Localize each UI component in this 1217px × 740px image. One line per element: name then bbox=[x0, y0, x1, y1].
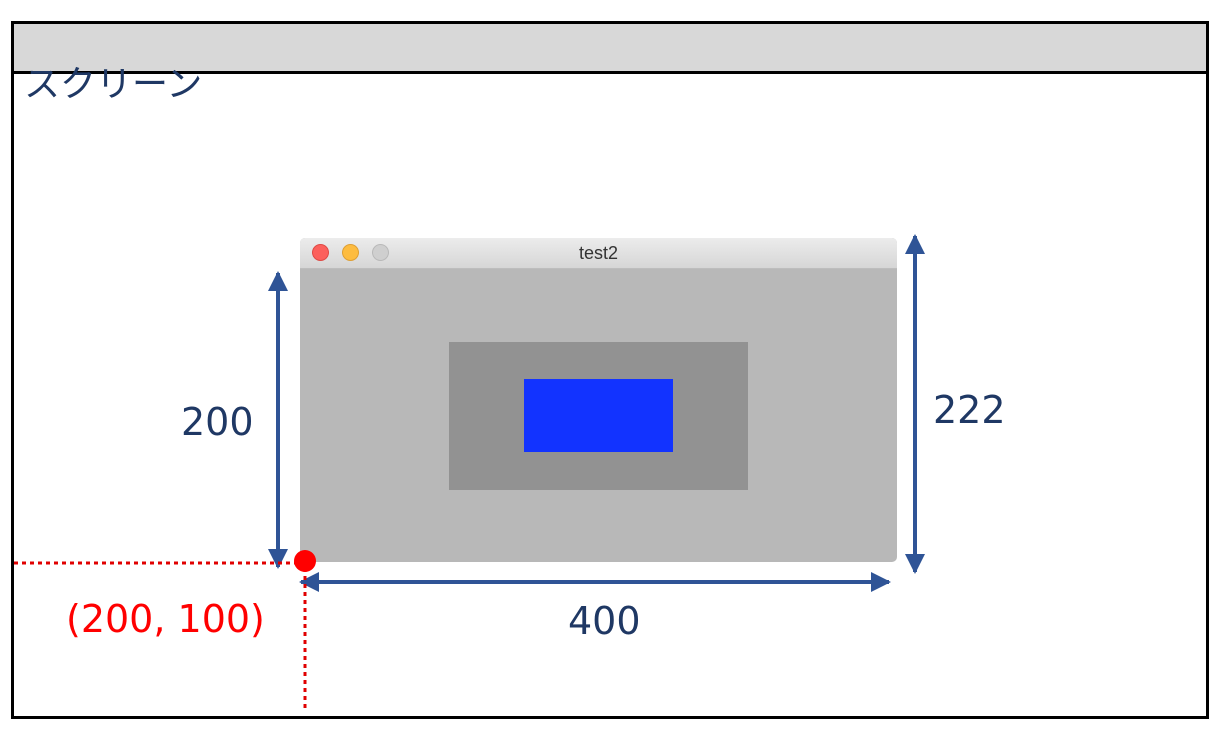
screen-label: スクリーン bbox=[24, 64, 203, 105]
width-label: 400 bbox=[568, 599, 641, 643]
content-panel bbox=[449, 342, 748, 490]
window-title: test2 bbox=[578, 243, 619, 263]
content-rectangle bbox=[524, 379, 673, 452]
content-height-label: 200 bbox=[181, 400, 254, 444]
zoom-icon[interactable] bbox=[372, 244, 389, 261]
origin-coordinate-label: (200, 100) bbox=[66, 597, 265, 641]
app-window: test2 bbox=[300, 238, 897, 562]
window-title-bar[interactable]: test2 bbox=[300, 238, 897, 269]
close-icon[interactable] bbox=[312, 244, 329, 261]
window-height-label: 222 bbox=[933, 388, 1006, 432]
screen-header-bar bbox=[14, 24, 1206, 74]
origin-point bbox=[294, 550, 316, 572]
screen-frame bbox=[11, 21, 1209, 719]
minimize-icon[interactable] bbox=[342, 244, 359, 261]
